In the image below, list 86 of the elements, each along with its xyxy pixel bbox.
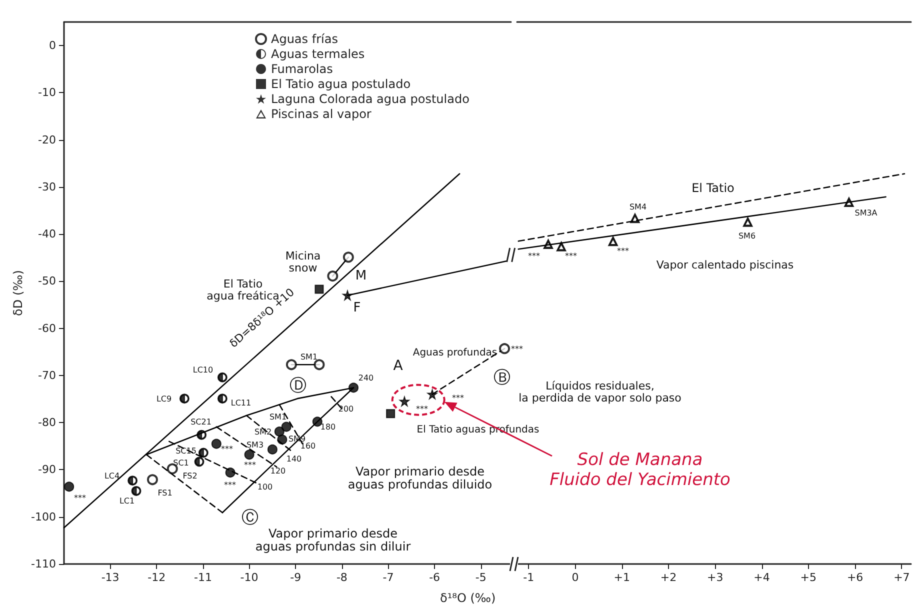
y-tick-label: -110 [31, 558, 56, 570]
x-tick-label: -10 [240, 571, 258, 584]
y-tick-label: 0 [49, 39, 56, 52]
x-tick-label: +3 [707, 571, 724, 584]
legend-label: El Tatio agua postulado [271, 77, 411, 91]
annotation: Líquidos residuales, la perdida de vapor solo paso [518, 380, 682, 404]
annotation: *** [565, 252, 577, 260]
x-tick-label: +1 [614, 571, 630, 584]
y-tick-label: -90 [38, 463, 56, 476]
x-tick-label: -1 [523, 571, 534, 584]
annotation: El Tatio [692, 181, 734, 195]
x-axis-title: δ¹⁸O (‰) [440, 591, 496, 605]
x-tick-label: -11 [194, 571, 212, 584]
y-tick-label: -100 [31, 510, 56, 524]
annotation: LC9 [156, 394, 172, 404]
annotation: *** [224, 480, 236, 490]
annotation: Sol de Manana Fluido del Yacimiento [550, 450, 730, 490]
annotation: SC1 [173, 458, 189, 468]
y-tick-label: -70 [38, 368, 56, 382]
annotation: *** [452, 394, 464, 402]
annotation: SC15 [176, 446, 196, 456]
annotation: SM2 [254, 428, 272, 436]
annotation: 100 [257, 482, 273, 492]
annotation: *** [617, 246, 629, 256]
annotation: M [355, 268, 367, 284]
x-tick-label: -7 [382, 571, 394, 584]
legend-label: Aguas frías [271, 32, 338, 46]
annotation: 180 [320, 422, 336, 432]
annotation: SM4 [629, 202, 647, 212]
annotation: Micina snow [285, 250, 321, 274]
annotation: 120 [270, 466, 286, 476]
annotation: Vapor calentado piscinas [656, 258, 794, 272]
annotation: 240 [358, 374, 374, 382]
annotation: SM3A [854, 208, 878, 218]
text: Piscinas al vapor [271, 107, 372, 121]
y-tick-label: -20 [38, 133, 56, 146]
annotation: SC21 [190, 418, 212, 426]
x-tick-label: +6 [846, 571, 864, 584]
x-tick-label: -9 [290, 571, 302, 584]
y-tick-label: -80 [38, 416, 56, 430]
annotation: 160 [300, 442, 316, 450]
y-tick-label: -50 [38, 274, 56, 288]
annotation: *** [528, 252, 540, 260]
annotation: *** [244, 460, 256, 470]
annotation: 200 [338, 404, 354, 414]
x-tick-label: +2 [660, 571, 677, 584]
y-axis-title: δD (‰) [11, 270, 25, 316]
annotation: A [393, 358, 404, 374]
annotation: Ⓑ [494, 368, 510, 388]
x-tick-label: +5 [800, 571, 817, 584]
y-tick-label: -60 [38, 322, 56, 335]
annotation: FS2 [182, 472, 198, 480]
legend-label: Laguna Colorada agua postulado [271, 92, 470, 106]
annotation: Ⓓ [290, 376, 306, 396]
x-tick-label: -6 [429, 571, 440, 584]
annotation: LC1 [119, 496, 135, 506]
legend-label: Aguas termales [271, 47, 365, 61]
annotation: SM6 [738, 232, 756, 240]
annotation: SM1 [300, 352, 318, 362]
annotation: Aguas profundas [412, 348, 498, 358]
annotation: Vapor primario desde aguas profundas diluido [348, 464, 492, 492]
annotation: SM3 [246, 440, 264, 450]
annotation: LC10 [192, 366, 214, 374]
annotation: FS1 [158, 488, 172, 498]
y-tick-label: -10 [38, 86, 56, 100]
annotation: 140 [286, 454, 302, 464]
annotation: *** [74, 494, 86, 502]
x-tick-label: -5 [475, 571, 486, 584]
y-tick-label: -30 [38, 180, 56, 194]
annotation: LC11 [230, 398, 252, 408]
y-tick-label: -40 [38, 228, 56, 241]
annotation: SM1 [269, 412, 287, 422]
x-tick-label: 0 [572, 571, 579, 584]
x-tick-label: -8 [336, 571, 348, 584]
annotation: *** [221, 444, 233, 454]
annotation: Ⓒ [242, 508, 258, 528]
x-tick-label: -13 [101, 571, 120, 584]
annotation: F [353, 300, 361, 316]
x-tick-label: -12 [148, 571, 166, 584]
x-tick-label: +7 [894, 571, 910, 584]
x-tick-label: +4 [754, 571, 770, 584]
annotation: *** [416, 404, 428, 414]
annotation: *** [511, 344, 523, 354]
annotation: Vapor primario desde aguas profundas sin diluir [255, 526, 411, 554]
legend-label: Fumarolas [271, 62, 333, 76]
annotation: LC4 [104, 472, 120, 480]
